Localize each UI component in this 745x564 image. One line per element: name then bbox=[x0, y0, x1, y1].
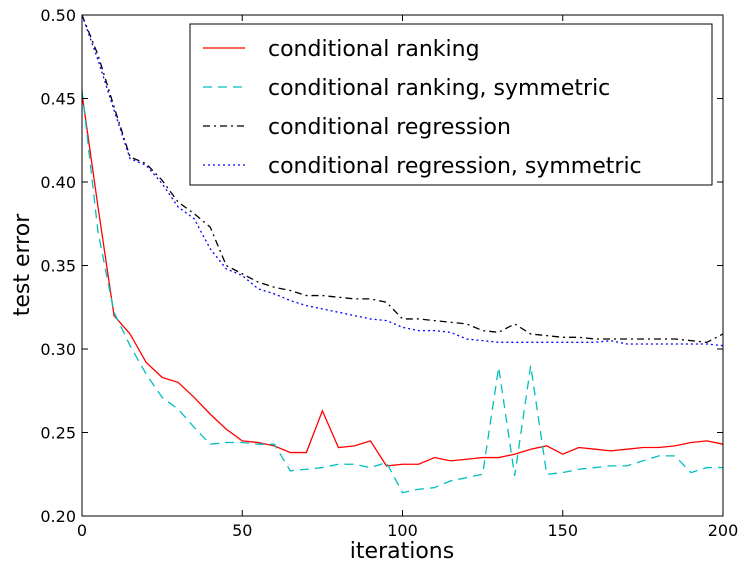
y-tick-label: 0.30 bbox=[40, 340, 76, 359]
legend-label-2: conditional ranking, symmetric bbox=[268, 76, 610, 101]
y-tick-label: 0.20 bbox=[40, 507, 76, 526]
legend-frame bbox=[189, 23, 713, 186]
x-tick-label: 0 bbox=[77, 521, 87, 540]
legend: conditional ranking conditional ranking, … bbox=[189, 23, 713, 186]
legend-label-3: conditional regression bbox=[268, 115, 511, 140]
y-tick-label: 0.40 bbox=[40, 173, 76, 192]
x-axis-label: iterations bbox=[350, 539, 454, 564]
x-tick-label: 150 bbox=[547, 521, 578, 540]
y-axis-label: test error bbox=[10, 213, 35, 316]
x-tick-label: 200 bbox=[708, 521, 739, 540]
series-line-1 bbox=[81, 93, 724, 467]
legend-label-1: conditional ranking bbox=[268, 37, 480, 62]
series-layer bbox=[81, 14, 724, 494]
tick-layer: 0 50 100 150 200 0.20 0.25 0.30 0.35 0.40 0.45 0.50 bbox=[40, 6, 738, 540]
y-tick-label: 0.25 bbox=[40, 424, 76, 443]
x-tick-label: 100 bbox=[387, 521, 418, 540]
series-line-4 bbox=[81, 14, 724, 347]
y-tick-label: 0.35 bbox=[40, 257, 76, 276]
y-tick-label: 0.45 bbox=[40, 90, 76, 109]
x-tick-label: 50 bbox=[232, 521, 252, 540]
series-line-2 bbox=[81, 90, 723, 494]
y-tick-label: 0.50 bbox=[40, 6, 76, 25]
legend-label-4: conditional regression, symmetric bbox=[268, 154, 642, 179]
